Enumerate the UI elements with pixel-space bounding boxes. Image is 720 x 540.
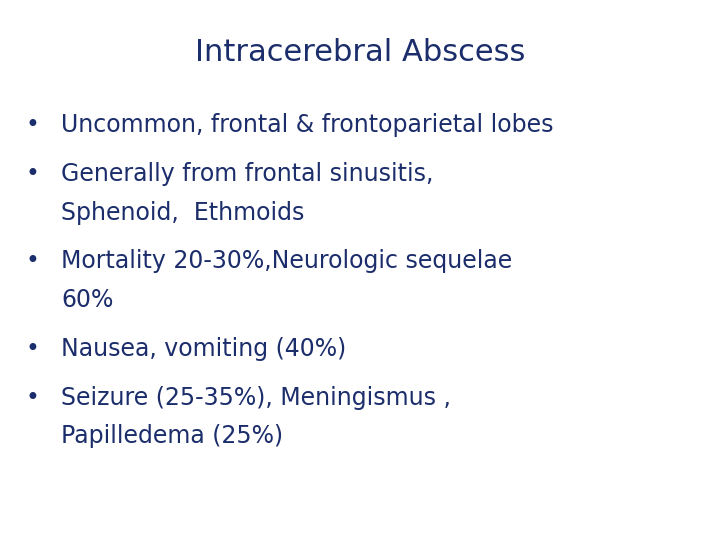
Text: Uncommon, frontal & frontoparietal lobes: Uncommon, frontal & frontoparietal lobes: [61, 113, 554, 137]
Text: •: •: [25, 249, 39, 273]
Text: •: •: [25, 337, 39, 361]
Text: Nausea, vomiting (40%): Nausea, vomiting (40%): [61, 337, 346, 361]
Text: Generally from frontal sinusitis,: Generally from frontal sinusitis,: [61, 162, 433, 186]
Text: Sphenoid,  Ethmoids: Sphenoid, Ethmoids: [61, 201, 305, 225]
Text: 60%: 60%: [61, 288, 114, 312]
Text: Seizure (25-35%), Meningismus ,: Seizure (25-35%), Meningismus ,: [61, 386, 451, 409]
Text: •: •: [25, 162, 39, 186]
Text: •: •: [25, 113, 39, 137]
Text: Papilledema (25%): Papilledema (25%): [61, 424, 284, 448]
Text: Intracerebral Abscess: Intracerebral Abscess: [195, 38, 525, 67]
Text: Mortality 20-30%,Neurologic sequelae: Mortality 20-30%,Neurologic sequelae: [61, 249, 513, 273]
Text: •: •: [25, 386, 39, 409]
